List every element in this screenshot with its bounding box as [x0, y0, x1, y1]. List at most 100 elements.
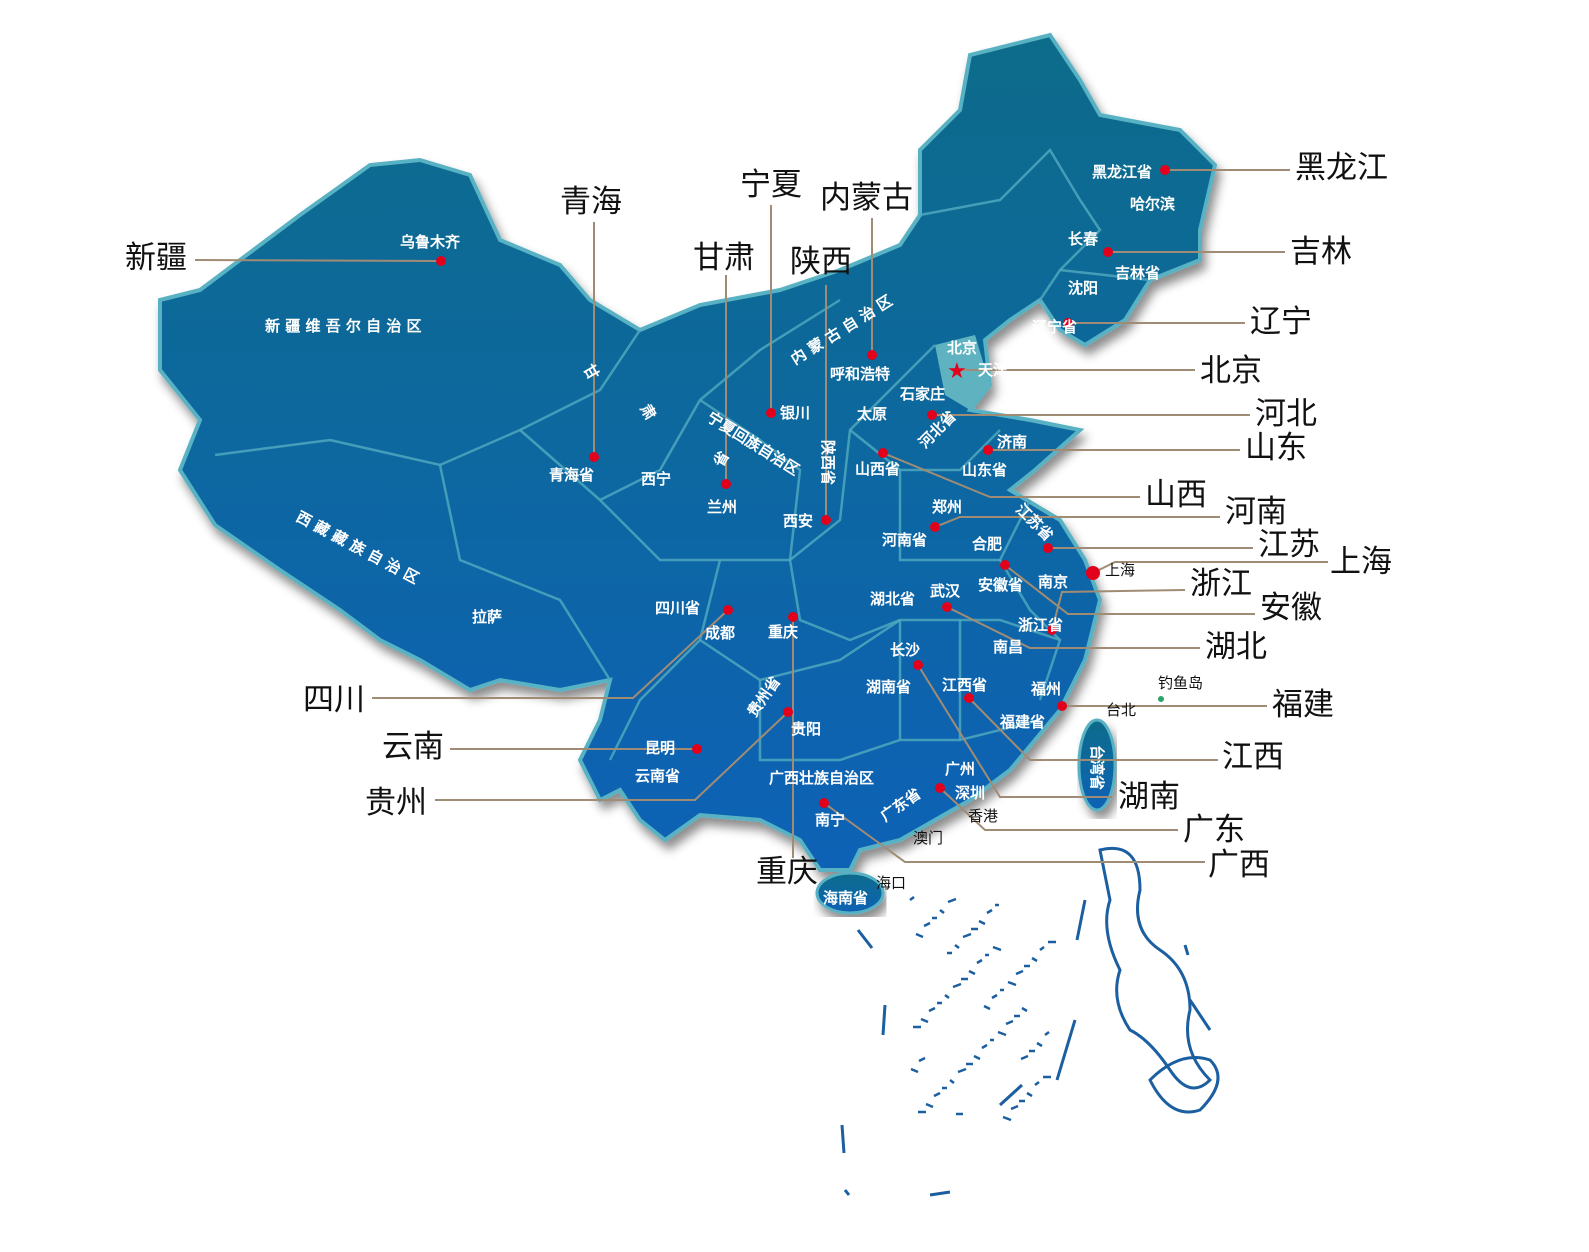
islet-mark [981, 1043, 988, 1050]
island-outline [1148, 1056, 1220, 1114]
province-callout-label[interactable]: 安徽 [1260, 590, 1322, 626]
province-callout-label[interactable]: 宁夏 [740, 167, 802, 203]
city-dot [1063, 318, 1073, 328]
province-callout-label[interactable]: 云南 [382, 729, 444, 765]
province-callout-label[interactable]: 山东 [1245, 430, 1307, 466]
place-label: 吉林省 [1115, 264, 1160, 282]
place-label: 西宁 [641, 470, 671, 488]
place-label: 安徽省 [978, 576, 1023, 594]
province-callout-label[interactable]: 山西 [1145, 477, 1207, 513]
place-label: 呼和浩特 [830, 365, 890, 383]
island-outline [998, 1083, 1024, 1107]
islet-mark [925, 1102, 934, 1109]
islet-mark [1036, 1041, 1043, 1048]
province-callout-label[interactable]: 河南 [1225, 494, 1287, 530]
islet-mark [1002, 1115, 1012, 1122]
place-label: 兰州 [707, 498, 737, 516]
city-dot [721, 479, 731, 489]
place-label: 四川省 [655, 599, 700, 617]
place-label: 钓鱼岛 [1158, 674, 1203, 692]
islet-mark [986, 908, 993, 915]
place-label: 郑州 [932, 498, 962, 516]
province-callout-label[interactable]: 浙江 [1190, 566, 1252, 602]
place-label: 南昌 [993, 638, 1023, 656]
place-label: 西安 [783, 512, 813, 530]
island-outline [840, 1124, 846, 1154]
province-callout-label[interactable]: 陕西 [790, 244, 852, 280]
place-label: 云南省 [635, 767, 680, 785]
islet-mark [923, 921, 931, 928]
city-dot [942, 602, 952, 612]
city-dot [821, 515, 831, 525]
leader-line [194, 259, 442, 262]
province-callout-label[interactable]: 辽宁 [1250, 304, 1312, 340]
islet-mark [973, 1054, 981, 1061]
province-callout-label[interactable]: 湖北 [1205, 629, 1267, 665]
leader-line [882, 452, 1140, 498]
city-dot [436, 256, 446, 266]
place-label: 北京 [947, 339, 977, 357]
islet-mark [947, 897, 957, 904]
province-callout-label[interactable]: 江西 [1222, 739, 1284, 775]
province-callout-label[interactable]: 贵州 [365, 785, 427, 821]
leader-line [939, 787, 1178, 831]
place-label: 银川 [780, 404, 810, 422]
city-dot [935, 783, 945, 793]
place-label: 湖南省 [866, 678, 911, 696]
province-callout-label[interactable]: 黑龙江 [1295, 150, 1388, 186]
islet-mark [962, 932, 972, 939]
province-callout-label[interactable]: 青海 [560, 184, 622, 220]
province-callout-label[interactable]: 上海 [1330, 544, 1392, 580]
place-label: 香港 [968, 807, 998, 825]
leader-line [934, 516, 1220, 528]
island-outline [881, 1004, 887, 1036]
province-borders [214, 147, 1151, 762]
place-label: 陕西省 [819, 440, 837, 485]
province-callout-label[interactable]: 甘肃 [693, 240, 755, 276]
province-callout-label[interactable]: 广西 [1208, 847, 1270, 883]
city-dot [819, 798, 829, 808]
province-callout-label[interactable]: 新疆 [125, 240, 187, 276]
islet-mark [1031, 956, 1038, 963]
place-label: 沈阳 [1068, 279, 1098, 297]
city-dot [878, 448, 888, 458]
place-label: 青海省 [549, 466, 594, 484]
place-label: 黑龙江省 [1092, 163, 1152, 181]
province-callout-label[interactable]: 内蒙古 [820, 180, 913, 216]
province-callout-label[interactable]: 吉林 [1290, 234, 1352, 270]
province-callout-label[interactable]: 四川 [303, 682, 365, 718]
place-label: 重庆 [768, 623, 798, 641]
place-label: 海口 [876, 874, 906, 892]
city-dot [1000, 560, 1010, 570]
province-callout-label[interactable]: 江苏 [1258, 527, 1320, 563]
place-label: 长春 [1068, 230, 1098, 248]
city-dot [964, 693, 974, 703]
place-label: 福建省 [999, 713, 1045, 731]
islet-mark [1015, 969, 1024, 976]
islet-mark [983, 1004, 991, 1011]
islet-mark [1020, 1054, 1029, 1061]
province-callout-label[interactable]: 北京 [1200, 353, 1262, 389]
islet-mark [1039, 946, 1045, 951]
place-label: 武汉 [930, 582, 961, 600]
diaoyu-island-marker [1158, 696, 1164, 702]
place-label: 太原 [857, 405, 887, 423]
province-callout-label[interactable]: 重庆 [756, 854, 818, 890]
province-callout-label[interactable]: 福建 [1272, 687, 1334, 723]
islet-mark [976, 958, 983, 965]
island-outline [1098, 847, 1213, 1090]
province-callout-label[interactable]: 河北 [1255, 396, 1317, 432]
province-callout-label[interactable]: 广东 [1183, 812, 1245, 848]
place-label: 石家庄 [899, 385, 945, 403]
place-label: 浙江省 [1018, 616, 1063, 634]
place-label: 福州 [1030, 680, 1061, 698]
leader-line [1004, 564, 1255, 615]
islet-mark [968, 969, 976, 976]
islet-mark [954, 944, 960, 949]
place-label: 成都 [705, 624, 735, 642]
province-callout-label[interactable]: 湖南 [1118, 779, 1180, 815]
islet-mark [1005, 1019, 1014, 1026]
islet-mark [949, 1079, 955, 1084]
